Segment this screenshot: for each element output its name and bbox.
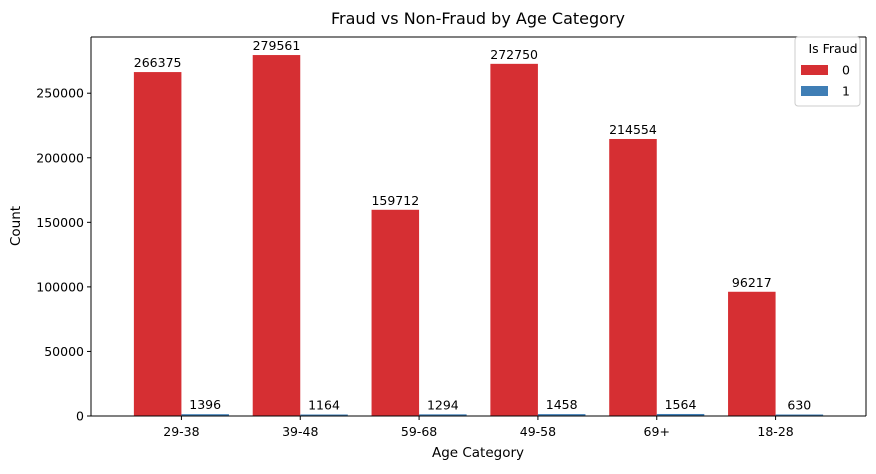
y-tick-label: 100000	[36, 279, 84, 294]
x-axis-label: Age Category	[432, 445, 524, 461]
bar-series-1-69+	[656, 413, 705, 416]
data-label: 159712	[371, 193, 419, 208]
data-label: 1396	[189, 397, 221, 412]
x-tick-label: 69+	[644, 424, 670, 439]
y-tick-label: 150000	[36, 215, 84, 230]
bar-series-0-29-38	[133, 72, 182, 416]
data-label: 1564	[665, 397, 697, 412]
x-tick-label: 59-68	[401, 424, 437, 439]
x-ticks-layer: 29-38 39-48 59-68 49-58 69+ 18-28	[163, 416, 794, 439]
y-tick-label: 50000	[44, 344, 84, 359]
x-tick-label: 29-38	[163, 424, 199, 439]
data-label: 630	[787, 398, 811, 413]
axes-layer	[90, 36, 867, 417]
bar-series-1-29-38	[181, 414, 229, 416]
bar-series-1-49-58	[537, 414, 586, 416]
bar-series-0-49-58	[490, 63, 538, 416]
legend-entry-label: 1	[842, 84, 850, 99]
x-tick-label: 49-58	[520, 424, 556, 439]
bar-series-0-39-48	[252, 55, 301, 417]
legend-entries: 01	[801, 63, 850, 99]
bar-series-0-18-28	[728, 291, 776, 416]
bar-series-0-59-68	[371, 209, 420, 416]
data-label: 214554	[609, 122, 657, 137]
data-label: 279561	[253, 38, 301, 53]
bar-series-0-69+	[609, 138, 657, 416]
legend: Is Fraud 01	[794, 36, 861, 107]
y-tick-label: 200000	[36, 150, 84, 165]
x-tick-label: 39-48	[282, 424, 318, 439]
chart-title: Fraud vs Non-Fraud by Age Category	[331, 9, 625, 28]
data-label: 1164	[308, 397, 340, 412]
bar-series-1-18-28	[775, 414, 824, 416]
legend-swatch-1	[801, 86, 828, 96]
legend-title: Is Fraud	[808, 41, 857, 56]
x-tick-label: 18-28	[757, 424, 793, 439]
data-label: 1458	[546, 397, 578, 412]
y-tick-label: 0	[76, 409, 84, 424]
data-label: 272750	[490, 47, 538, 62]
legend-entry-label: 0	[842, 63, 850, 78]
data-label: 1294	[427, 397, 459, 412]
data-label: 96217	[732, 275, 772, 290]
bar-series-1-39-48	[300, 414, 348, 416]
y-ticks-layer: 0 50000 100000 150000 200000 250000	[36, 86, 91, 424]
legend-swatch-0	[801, 65, 828, 75]
bar-series-1-59-68	[419, 414, 467, 416]
y-tick-label: 250000	[36, 86, 84, 101]
data-labels-layer: 266375 1396 279561 1164 159712 1294 272750 1458…	[134, 38, 812, 412]
data-label: 266375	[134, 55, 182, 70]
bars-layer	[133, 55, 824, 417]
y-axis-label: Count	[8, 206, 24, 246]
